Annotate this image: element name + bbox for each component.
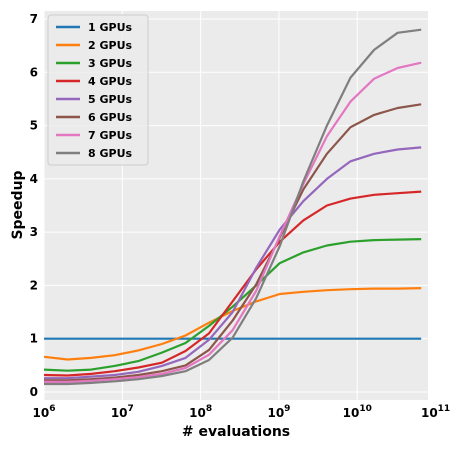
x-tick-labels: 106 107 108 109 1010 1011: [33, 404, 451, 420]
legend-entry: 8 GPUs: [88, 147, 133, 160]
series-line: [44, 28, 422, 386]
y-tick-labels: 0 1 2 3 4 5 6 7: [30, 12, 38, 399]
x-tick-label: 106: [33, 404, 56, 420]
x-tick-label: 108: [189, 404, 212, 420]
legend-entry: 7 GPUs: [88, 129, 133, 142]
y-tick-label: 7: [30, 12, 38, 26]
x-tick-label: 1011: [421, 404, 450, 420]
series-line: [43, 190, 422, 377]
legend-entry: 3 GPUs: [88, 57, 133, 70]
series-line: [44, 103, 422, 382]
x-tick-label: 1010: [343, 404, 372, 420]
x-tick-label: 107: [111, 404, 134, 420]
legend-entry: 5 GPUs: [88, 93, 133, 106]
legend-entry: 4 GPUs: [88, 75, 133, 88]
y-tick-label: 3: [30, 225, 38, 239]
series-line: [44, 61, 422, 383]
x-tick-label: 109: [267, 404, 290, 420]
grid-lines: [43, 11, 428, 400]
series-line: [43, 238, 422, 372]
y-tick-label: 5: [30, 119, 38, 133]
y-tick-label: 2: [30, 278, 38, 292]
legend-box: [47, 14, 149, 166]
y-tick-label: 1: [30, 332, 38, 346]
legend-entry: 6 GPUs: [88, 111, 133, 124]
y-tick-label: 4: [30, 172, 38, 186]
series-lines: [43, 28, 422, 386]
x-axis-label: # evaluations: [182, 424, 290, 440]
legend-entry: 2 GPUs: [88, 39, 133, 52]
y-tick-label: 0: [30, 385, 38, 399]
legend: 1 GPUs 2 GPUs 3 GPUs 4 GPUs 5 GPUs 6 GPUs 7 GP…: [47, 14, 149, 166]
series-line: [44, 146, 422, 380]
y-tick-label: 6: [30, 65, 38, 79]
y-axis-label: Speedup: [10, 170, 26, 239]
legend-entry: 1 GPUs: [88, 21, 133, 34]
